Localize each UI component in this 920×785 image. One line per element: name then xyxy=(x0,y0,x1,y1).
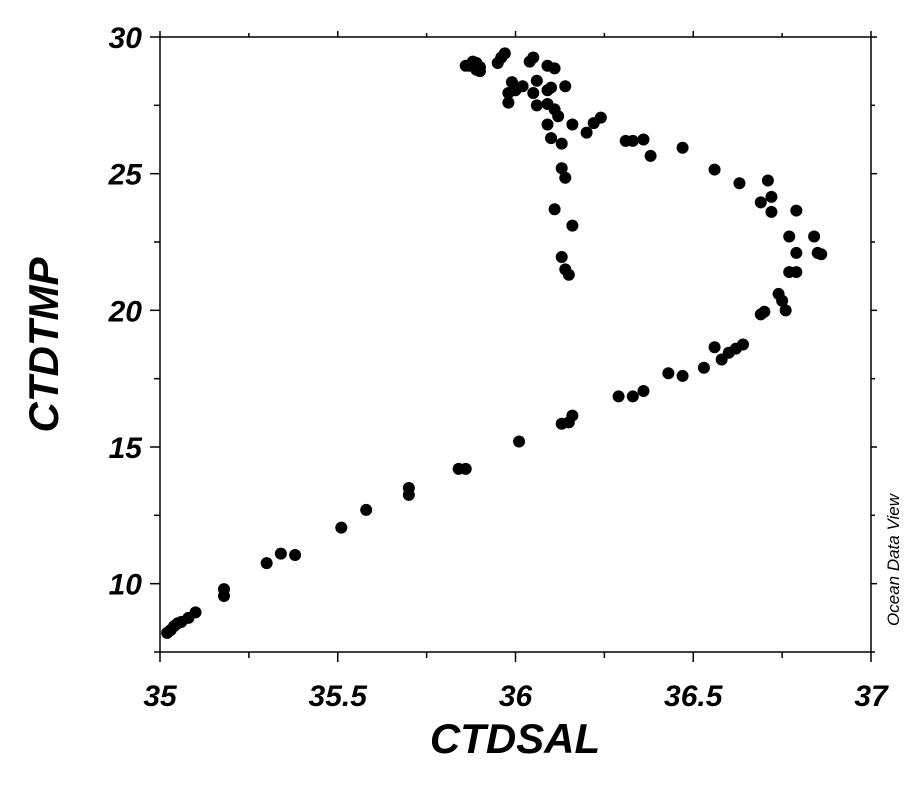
data-point xyxy=(545,132,558,145)
y-tick-label: 15 xyxy=(109,432,144,465)
data-point xyxy=(555,251,568,264)
data-point xyxy=(459,59,472,72)
data-point xyxy=(676,141,689,154)
data-point xyxy=(708,163,721,176)
data-point xyxy=(530,99,543,112)
data-point xyxy=(644,149,657,162)
data-point xyxy=(530,74,543,87)
data-point xyxy=(502,96,515,109)
y-tick-label: 20 xyxy=(108,295,143,328)
data-point xyxy=(637,133,650,146)
data-point xyxy=(555,162,568,175)
data-point xyxy=(765,205,778,218)
data-point xyxy=(765,190,778,203)
data-point xyxy=(335,521,348,534)
y-axis-ticks: 10 15 20 25 30 xyxy=(108,22,877,653)
data-point xyxy=(470,63,483,76)
data-point xyxy=(737,338,750,351)
data-point xyxy=(626,390,639,403)
data-point xyxy=(541,118,554,131)
data-point xyxy=(562,268,575,281)
data-point xyxy=(708,341,721,354)
data-point xyxy=(548,103,561,116)
data-point xyxy=(260,557,273,570)
data-point xyxy=(587,117,600,130)
data-point xyxy=(758,305,771,318)
data-point xyxy=(505,76,518,89)
data-points xyxy=(161,47,828,639)
data-point xyxy=(559,171,572,184)
data-point xyxy=(776,294,789,307)
data-point xyxy=(783,230,796,243)
x-tick-label: 36 xyxy=(499,680,533,713)
data-point xyxy=(808,230,821,243)
x-axis-ticks: 35 35.5 36 36.5 37 xyxy=(143,31,889,713)
data-point xyxy=(289,548,302,561)
y-axis-title: CTDTMP xyxy=(20,257,67,433)
data-point xyxy=(676,369,689,382)
watermark-text: Ocean Data View xyxy=(884,492,903,626)
data-point xyxy=(274,547,287,560)
data-point xyxy=(754,196,767,209)
data-point xyxy=(790,246,803,259)
data-point xyxy=(491,56,504,69)
data-point xyxy=(360,503,373,516)
data-point xyxy=(612,390,625,403)
data-point xyxy=(637,384,650,397)
data-point xyxy=(662,367,675,380)
data-point xyxy=(815,248,828,261)
data-point xyxy=(502,87,515,100)
data-point xyxy=(513,435,526,448)
data-point xyxy=(779,304,792,317)
data-point xyxy=(733,177,746,190)
y-tick-label: 30 xyxy=(109,22,143,55)
data-point xyxy=(790,204,803,217)
data-point xyxy=(761,174,774,187)
data-point xyxy=(566,118,579,131)
data-point xyxy=(580,126,593,139)
data-point xyxy=(555,137,568,150)
data-point xyxy=(566,409,579,422)
x-tick-label: 35 xyxy=(143,680,178,713)
data-point xyxy=(548,203,561,216)
data-point xyxy=(523,55,536,68)
data-point xyxy=(790,266,803,279)
data-point xyxy=(459,462,472,475)
data-point xyxy=(697,361,710,374)
y-tick-label: 10 xyxy=(109,569,143,602)
y-tick-label: 25 xyxy=(108,159,144,192)
data-point xyxy=(516,80,529,93)
data-point xyxy=(559,80,572,93)
data-point xyxy=(566,219,579,232)
x-tick-label: 36.5 xyxy=(664,680,724,713)
x-tick-label: 35.5 xyxy=(309,680,369,713)
data-point xyxy=(527,87,540,100)
data-point xyxy=(619,134,632,147)
data-point xyxy=(541,59,554,72)
x-axis-title: CTDSAL xyxy=(430,715,600,762)
data-point xyxy=(545,81,558,94)
data-point xyxy=(217,583,230,596)
data-point xyxy=(402,482,415,494)
data-point xyxy=(189,606,202,619)
x-tick-label: 37 xyxy=(854,680,889,713)
